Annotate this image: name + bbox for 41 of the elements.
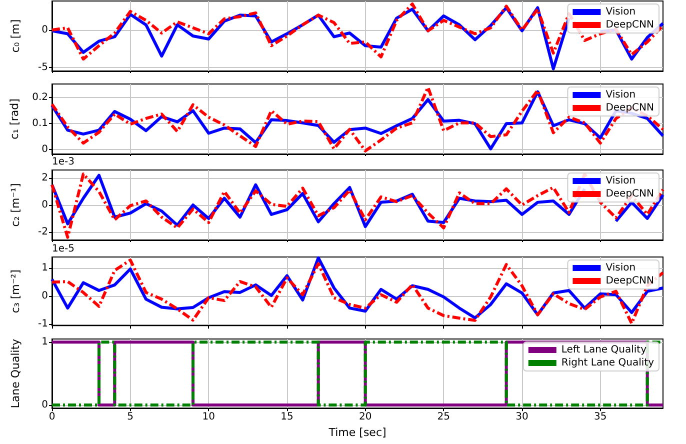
y-tick-label: 1 [42,262,48,274]
legend-label: Left Lane Quality [561,344,647,356]
y-axis-title: c₃ [m⁻²] [9,270,22,314]
y-tick-label: 0 [42,144,48,156]
x-tick-label: 30 [516,412,528,423]
y-tick-label: 0 [42,200,48,210]
text: 1e-3 [52,156,74,168]
x-tick-label: 25 [437,412,450,423]
y-tick-label: 1 [42,336,48,348]
y-tick-label: 0 [42,24,48,36]
x-tick-label: 15 [280,412,294,423]
text: 1e-5 [52,244,74,254]
y-tick-label: 0.2 [32,92,48,104]
x-tick-label: 10 [202,412,216,423]
y-axis-title: c₀ [m] [9,19,22,53]
y-tick-label: -5 [38,62,48,73]
y-axis-title: c₂ [m⁻¹] [9,183,22,227]
y-axis-title: Lane Quality [9,338,22,408]
legend-label: Right Lane Quality [561,358,654,368]
y-axis-title: c₁ [rad] [8,98,22,140]
legend-label: DeepCNN [606,20,654,30]
y-tick-label: 0.1 [32,118,48,130]
legend-label: DeepCNN [606,102,654,114]
y-tick-label: 2 [42,172,48,184]
legend-label: DeepCNN [606,276,654,286]
y-tick-label: 0 [42,399,48,410]
line-series [50,2,664,61]
x-tick-label: 5 [127,412,134,423]
legend-label: Vision [606,262,636,274]
y-tick-label: 0 [42,290,48,302]
x-tick-label: 20 [358,412,372,423]
legend-label: Vision [606,176,636,186]
x-tick-label: 35 [594,412,607,423]
y-tick-label: -1 [38,318,48,330]
legend-label: Vision [606,6,636,18]
line-series [50,172,664,239]
x-axis-title: Time [sec] [328,426,386,439]
legend-label: Vision [606,90,636,100]
y-tick-label: -2 [38,226,48,238]
x-tick-label: 0 [48,412,56,423]
legend-label: DeepCNN [606,188,654,200]
